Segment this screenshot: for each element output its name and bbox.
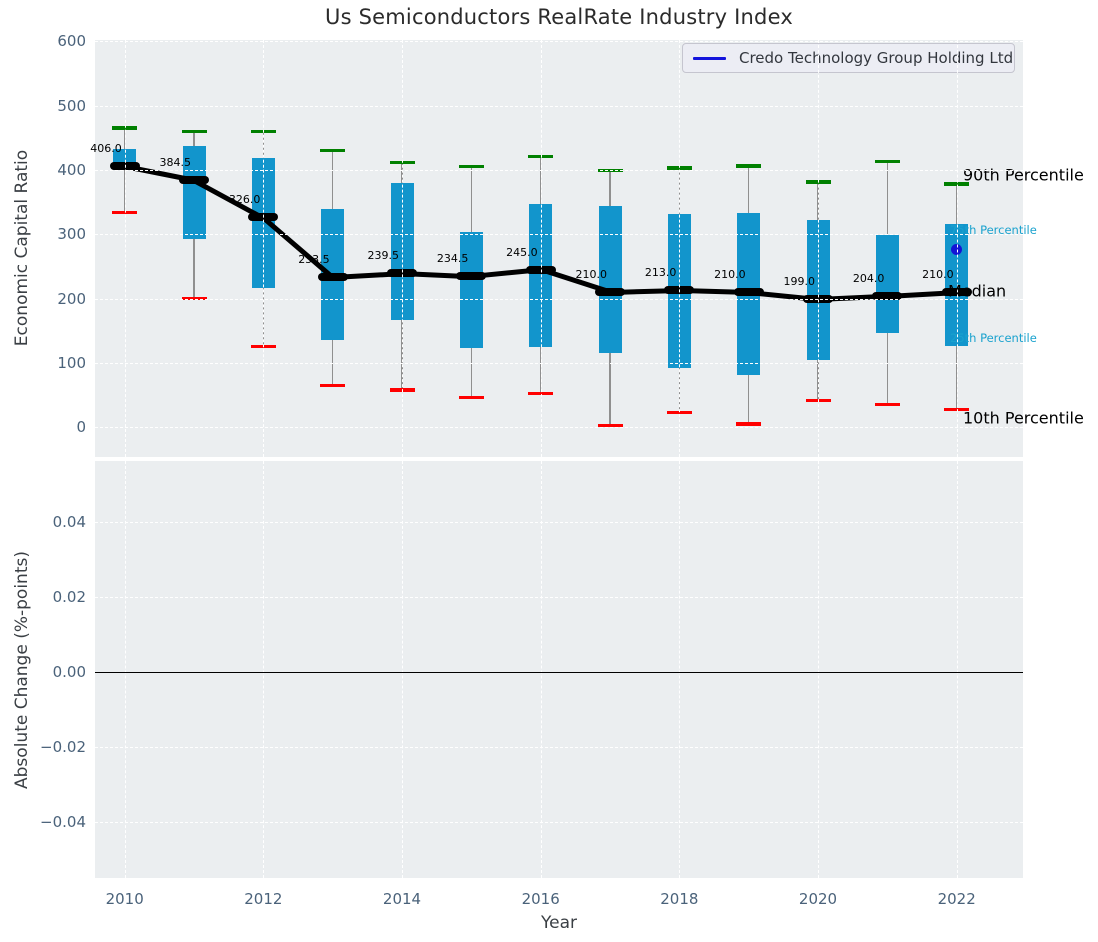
ytick-top-100: 100 — [57, 353, 86, 372]
median-value-label-2017: 210.0 — [575, 268, 608, 282]
median-marker-2013 — [317, 273, 348, 282]
median-value-label-2016: 245.0 — [506, 245, 538, 259]
gridline-v — [818, 461, 819, 878]
ytick-top-200: 200 — [57, 289, 86, 308]
ytick-bottom-0: 0.04 — [52, 512, 86, 531]
p90-cap-2019 — [736, 164, 762, 168]
gridline-h — [95, 105, 1023, 107]
xtick-2010: 2010 — [105, 890, 144, 908]
xtick-2014: 2014 — [382, 890, 422, 908]
gridline-v — [402, 461, 404, 878]
p90-cap-2015 — [458, 165, 484, 169]
gridline-h — [95, 821, 1023, 823]
bottom-plot-area — [95, 461, 1023, 878]
p10-annotation: 10th Percentile — [963, 408, 1084, 428]
gridline-v — [540, 40, 542, 457]
median-value-label-2014: 239.5 — [367, 249, 400, 263]
xtick-2022: 2022 — [937, 890, 976, 908]
ytick-top-300: 300 — [57, 225, 86, 244]
box-2017 — [598, 205, 622, 354]
gridline-v — [679, 461, 681, 878]
median-value-label-2010: 406.0 — [90, 141, 122, 155]
ytick-top-600: 600 — [57, 32, 86, 51]
gridline-h — [95, 596, 1023, 598]
chart-title: Us Semiconductors RealRate Industry Inde… — [325, 5, 793, 29]
median-value-label-2011: 384.5 — [159, 155, 192, 169]
median-value-label-2020: 199.0 — [783, 275, 816, 289]
gridline-h — [95, 746, 1023, 748]
gridline-h — [95, 169, 1023, 171]
gridline-v — [124, 461, 126, 878]
gridline-h — [95, 362, 1023, 364]
xtick-2012: 2012 — [244, 890, 283, 908]
median-value-label-2019: 210.0 — [714, 268, 746, 282]
p10-cap-2013 — [320, 383, 346, 388]
p90-cap-2011 — [181, 130, 207, 134]
ytick-top-0: 0 — [76, 418, 86, 437]
gridline-h — [95, 427, 1023, 429]
box-2021 — [875, 234, 899, 334]
gridline-h — [95, 234, 1023, 236]
p10-cap-2021 — [874, 402, 900, 406]
legend: Credo Technology Group Holding Ltd — [682, 43, 1015, 73]
ytick-bottom-3: −0.02 — [40, 737, 86, 756]
median-marker-2011 — [179, 175, 210, 184]
ytick-top-400: 400 — [57, 160, 86, 179]
ytick-bottom-2: 0.00 — [52, 662, 86, 681]
legend-label: Credo Technology Group Holding Ltd — [739, 49, 1014, 67]
median-marker-2017 — [595, 288, 625, 297]
gridline-v — [402, 40, 404, 457]
p90-cap-2021 — [874, 159, 900, 164]
ytick-bottom-1: 0.02 — [52, 587, 86, 606]
gridline-h — [95, 521, 1023, 523]
ytick-bottom-4: −0.04 — [40, 812, 86, 831]
box-2015 — [459, 231, 483, 349]
median-value-label-2013: 233.5 — [298, 253, 330, 267]
median-marker-2015 — [456, 272, 487, 281]
gridline-h — [95, 41, 1023, 43]
xtick-2018: 2018 — [660, 890, 699, 908]
gridline-h — [95, 298, 1023, 300]
x-axis-label: Year — [541, 913, 577, 933]
xtick-2020: 2020 — [798, 890, 838, 908]
zero-line — [95, 671, 1023, 673]
p10-cap-2017 — [597, 423, 623, 427]
gridline-v — [818, 40, 819, 457]
gridline-v — [956, 40, 958, 457]
p10-cap-2019 — [736, 422, 762, 426]
p75-annotation: 75th Percentile — [950, 223, 1037, 237]
p10-cap-2015 — [458, 396, 484, 400]
gridline-v — [263, 40, 265, 457]
gridline-v — [956, 461, 958, 878]
ytick-top-500: 500 — [57, 96, 86, 115]
median-marker-2019 — [733, 288, 764, 297]
median-value-label-2022: 210.0 — [922, 268, 954, 282]
p10-cap-2011 — [181, 296, 207, 301]
median-value-label-2018: 213.0 — [644, 266, 677, 280]
median-annotation: Median — [948, 281, 1007, 301]
p25-annotation: 25th Percentile — [950, 331, 1037, 345]
gridline-v — [540, 461, 542, 878]
legend-line-swatch — [693, 56, 726, 60]
median-value-label-2021: 204.0 — [852, 272, 885, 285]
p90-cap-2013 — [320, 148, 346, 153]
gridline-v — [263, 461, 265, 878]
p90-annotation: 90th Percentile — [963, 165, 1084, 185]
median-value-label-2015: 234.5 — [436, 252, 469, 266]
gridline-v — [679, 40, 681, 457]
gridline-v — [124, 40, 126, 457]
median-value-label-2012: 326.0 — [228, 193, 261, 207]
box-2011 — [182, 146, 206, 240]
top-plot-area: 75th Percentile 25th Percentile 406.0 384… — [90, 40, 1084, 457]
xtick-2016: 2016 — [521, 890, 560, 908]
median-marker-2021 — [872, 292, 903, 300]
